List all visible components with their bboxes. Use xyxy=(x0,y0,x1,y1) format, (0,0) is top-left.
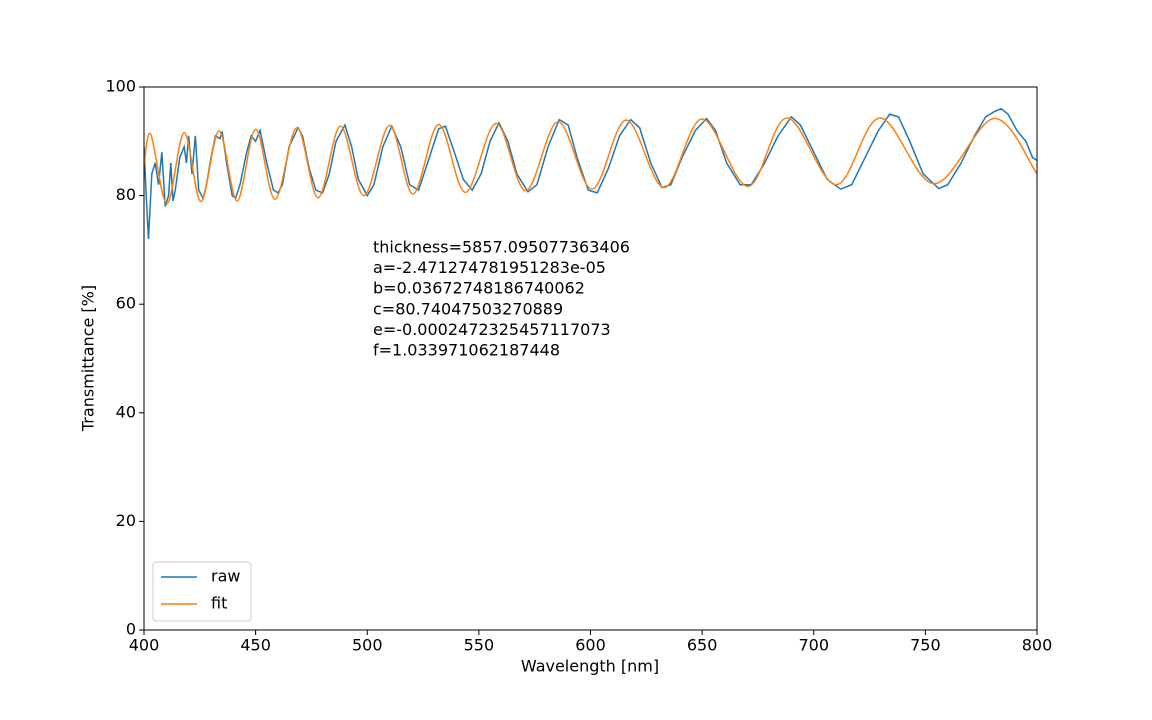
x-tick-label: 500 xyxy=(352,636,383,655)
y-tick-label: 0 xyxy=(126,620,136,639)
legend-label: fit xyxy=(211,594,227,613)
y-tick-label: 80 xyxy=(116,185,136,204)
x-axis-label: Wavelength [nm] xyxy=(521,657,659,676)
series-line xyxy=(144,107,1037,240)
x-tick-label: 700 xyxy=(798,636,829,655)
x-tick-label: 800 xyxy=(1022,636,1053,655)
y-tick-label: 100 xyxy=(105,77,136,96)
annotation: f=1.033971062187448 xyxy=(373,341,560,360)
plot-frame xyxy=(143,86,1038,631)
annotation: b=0.03672748186740062 xyxy=(373,279,585,298)
x-tick-label: 600 xyxy=(575,636,606,655)
x-tick-label: 650 xyxy=(687,636,718,655)
y-axis-label: Transmittance [%] xyxy=(79,285,98,432)
series-line xyxy=(144,117,1037,205)
x-tick-label: 450 xyxy=(240,636,271,655)
x-tick-label: 750 xyxy=(910,636,941,655)
y-tick-label: 60 xyxy=(116,294,136,313)
y-tick-label: 40 xyxy=(116,402,136,421)
legend-label: raw xyxy=(211,567,240,586)
y-tick-label: 20 xyxy=(116,511,136,530)
x-tick-label: 550 xyxy=(464,636,495,655)
annotation: a=-2.471274781951283e-05 xyxy=(373,258,606,277)
x-tick-label: 400 xyxy=(129,636,160,655)
annotation: thickness=5857.095077363406 xyxy=(373,238,630,257)
annotation: e=-0.0002472325457117073 xyxy=(373,320,611,339)
annotation: c=80.74047503270889 xyxy=(373,299,563,318)
